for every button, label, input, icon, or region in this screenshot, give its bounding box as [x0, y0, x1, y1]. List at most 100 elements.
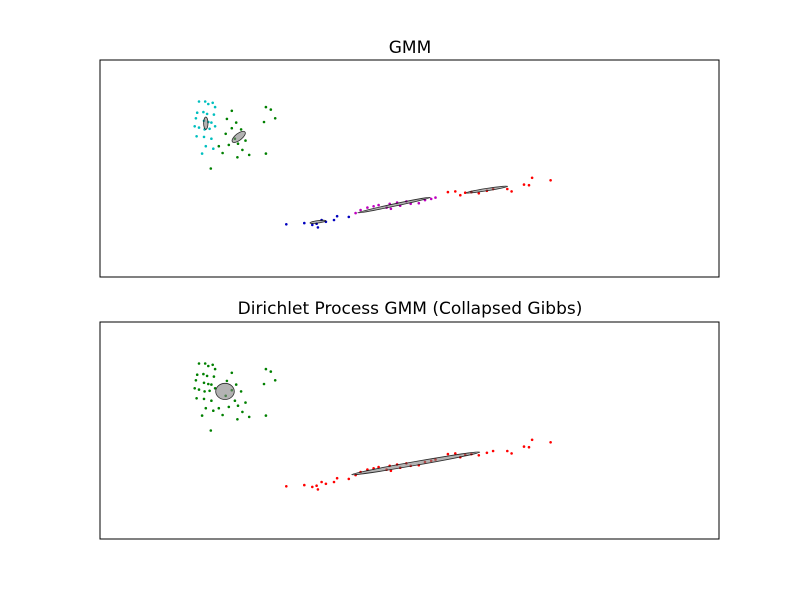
gmm-point — [230, 126, 234, 130]
gmm-point — [236, 142, 240, 145]
dpgmm-point — [203, 390, 206, 393]
dpgmm-point — [311, 485, 314, 489]
dpgmm-point — [335, 476, 339, 480]
dpgmm-point — [485, 451, 489, 455]
gmm-point — [359, 208, 362, 212]
dpgmm-point — [195, 373, 199, 377]
dpgmm-point — [225, 379, 229, 383]
dpgmm-point — [210, 383, 213, 386]
dpgmm-point — [233, 399, 237, 403]
gmm-point — [417, 201, 421, 205]
dpgmm-point — [315, 484, 318, 488]
gmm-point — [227, 143, 231, 147]
dpgmm-point — [213, 367, 217, 371]
dpgmm-point — [262, 382, 266, 386]
dpgmm-point — [203, 362, 207, 365]
gmm-point — [197, 100, 201, 103]
dpgmm-plot-area — [193, 362, 552, 491]
dpgmm-point — [230, 371, 234, 375]
gmm-point — [459, 193, 462, 197]
gmm-point — [530, 176, 534, 180]
gmm-point — [477, 192, 481, 195]
gmm-point — [269, 108, 273, 111]
dpgmm-point — [204, 406, 208, 410]
dpgmm-point — [197, 362, 201, 365]
gmm-point — [202, 135, 206, 139]
gmm-point — [236, 156, 239, 159]
gmm-component-ellipse-3 — [309, 219, 327, 224]
gmm-plot-area — [193, 100, 552, 229]
dpgmm-point — [244, 401, 247, 404]
gmm-point — [225, 117, 229, 121]
dpgmm-point — [285, 485, 288, 488]
dpgmm-point — [217, 406, 221, 410]
gmm-point — [463, 191, 467, 194]
dpgmm-point — [207, 382, 210, 386]
gmm-point — [207, 102, 210, 106]
dpgmm-point — [193, 387, 196, 390]
gmm-point — [506, 187, 509, 191]
dpgmm-point — [530, 438, 534, 442]
gmm-point — [202, 110, 205, 114]
gmm-point — [446, 190, 450, 194]
dpgmm-point — [273, 379, 277, 382]
dpgmm-point — [211, 363, 214, 367]
dpgmm-point — [303, 483, 306, 487]
gmm-point — [200, 152, 204, 155]
dpgmm-component-ellipse-1 — [215, 382, 235, 400]
dpgmm-point — [227, 405, 231, 409]
gmm-point — [230, 109, 234, 113]
gmm-point — [273, 117, 277, 120]
gmm-point — [316, 226, 320, 229]
gmm-point — [454, 190, 457, 193]
dpgmm-point — [332, 480, 336, 484]
gmm-component-ellipse-1 — [203, 116, 209, 130]
dpgmm-point — [241, 410, 244, 414]
dpgmm-point — [197, 388, 201, 391]
gmm-component-ellipse-5 — [465, 185, 509, 194]
gmm-point — [332, 218, 336, 222]
gmm-point — [213, 125, 217, 128]
gmm-cluster-4 — [354, 196, 437, 215]
gmm-point — [527, 183, 531, 187]
dpgmm-point — [324, 482, 328, 486]
dpgmm-point — [549, 441, 552, 444]
gmm-cluster-2 — [209, 105, 277, 170]
gmm-point — [213, 105, 217, 109]
gmm-point — [203, 100, 207, 103]
dpgmm-point — [320, 480, 323, 484]
gmm-point — [209, 167, 213, 170]
dpgmm-point — [195, 397, 198, 400]
dpgmm-point — [454, 452, 457, 455]
dpgmm-point — [527, 445, 531, 449]
dpgmm-point — [347, 477, 351, 481]
gmm-point — [264, 105, 268, 109]
gmm-panel: GMM — [99, 38, 720, 278]
dpgmm-point — [264, 367, 268, 371]
dpgmm-point — [194, 379, 198, 382]
gmm-point — [195, 135, 198, 138]
gmm-point — [210, 121, 213, 124]
gmm-point — [194, 117, 198, 120]
dpgmm-point — [389, 469, 393, 473]
gmm-point — [244, 139, 247, 142]
dpgmm-point — [202, 372, 205, 376]
dpgmm-point — [377, 465, 380, 469]
gmm-point — [264, 152, 268, 155]
gmm-point — [224, 132, 227, 136]
dpgmm-point — [510, 452, 513, 455]
gmm-point — [205, 112, 209, 116]
dpgmm-panel: Dirichlet Process GMM (Collapsed Gibbs) — [99, 299, 720, 540]
gmm-title: GMM — [389, 38, 432, 58]
gmm-component-ellipse-4 — [357, 196, 431, 214]
dpgmm-point — [316, 488, 320, 491]
dpgmm-point — [212, 409, 215, 413]
dpgmm-point — [207, 364, 210, 368]
dpgmm-axes-frame — [99, 321, 720, 540]
gmm-point — [389, 207, 393, 211]
dpgmm-point — [269, 370, 273, 373]
dpgmm-point — [202, 397, 206, 401]
gmm-point — [335, 214, 339, 218]
dpgmm-point — [209, 429, 213, 432]
gmm-point — [285, 223, 288, 226]
